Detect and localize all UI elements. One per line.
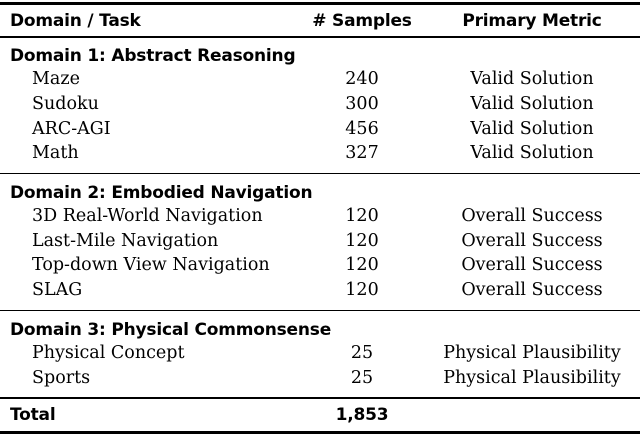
task-name: SLAG <box>32 280 83 301</box>
task-name: Sports <box>32 367 91 388</box>
task-name: Physical Concept <box>32 343 185 363</box>
table-header-row: Domain / Task # Samples Primary Metric <box>0 5 640 36</box>
task-name: Sudoku <box>32 94 99 115</box>
table-row: Top-down View Navigation 120 Overall Suc… <box>0 253 640 278</box>
table-row: SLAG 120 Overall Success <box>0 278 640 303</box>
sample-count: 456 <box>345 118 379 139</box>
header-rule <box>0 36 640 38</box>
table-row: ARC-AGI 456 Valid Solution <box>0 116 640 141</box>
task-name: Top-down View Navigation <box>32 255 270 276</box>
section-heading-domain-1: Domain 1: Abstract Reasoning <box>10 46 296 67</box>
primary-metric: Overall Success <box>461 255 603 276</box>
section-heading-domain-3: Domain 3: Physical Commonsense <box>10 319 332 340</box>
table-row: Last-Mile Navigation 120 Overall Success <box>0 229 640 254</box>
table-row: Math 327 Valid Solution <box>0 141 640 166</box>
top-rule <box>0 2 640 6</box>
primary-metric: Valid Solution <box>470 118 594 139</box>
section-domain-1: Domain 1: Abstract Reasoning Maze 240 Va… <box>0 38 640 173</box>
section-heading-domain-2: Domain 2: Embodied Navigation <box>10 182 313 203</box>
column-header-samples: # Samples <box>312 10 412 31</box>
column-header-domain-task: Domain / Task <box>10 10 141 31</box>
task-name: ARC-AGI <box>32 118 111 139</box>
primary-metric: Valid Solution <box>470 69 594 90</box>
column-header-primary-metric: Primary Metric <box>462 10 602 31</box>
primary-metric: Overall Success <box>461 280 603 301</box>
table-row: Sudoku 300 Valid Solution <box>0 92 640 117</box>
sample-count: 120 <box>345 230 379 251</box>
primary-metric: Valid Solution <box>470 94 594 115</box>
bottom-rule <box>0 430 640 434</box>
table-row: Maze 240 Valid Solution <box>0 67 640 92</box>
sample-count: 120 <box>345 280 379 301</box>
primary-metric: Overall Success <box>461 230 603 251</box>
sample-count: 240 <box>345 69 379 90</box>
section-domain-3: Domain 3: Physical Commonsense Physical … <box>0 311 640 397</box>
task-name: Math <box>32 143 79 164</box>
table-row: Sports 25 Physical Plausibility <box>0 365 640 390</box>
total-label: Total <box>10 404 56 425</box>
primary-metric: Physical Plausibility <box>443 367 621 388</box>
sample-count: 25 <box>350 367 374 388</box>
section-domain-2: Domain 2: Embodied Navigation 3D Real-Wo… <box>0 174 640 309</box>
task-name: 3D Real-World Navigation <box>32 206 263 227</box>
total-rule <box>0 397 640 399</box>
section-rule <box>0 173 640 175</box>
sample-count: 120 <box>345 206 379 227</box>
sample-count: 300 <box>345 94 379 115</box>
primary-metric: Physical Plausibility <box>443 343 621 363</box>
primary-metric: Overall Success <box>461 206 603 227</box>
sample-count: 327 <box>345 143 379 164</box>
task-name: Maze <box>32 69 80 90</box>
task-name: Last-Mile Navigation <box>32 230 219 251</box>
sample-count: 25 <box>350 343 374 363</box>
table-row: 3D Real-World Navigation 120 Overall Suc… <box>0 204 640 229</box>
total-value: 1,853 <box>335 404 389 425</box>
total-row: Total 1,853 <box>0 399 640 431</box>
table-row: Physical Concept 25 Physical Plausibilit… <box>0 341 640 366</box>
sample-count: 120 <box>345 255 379 276</box>
primary-metric: Valid Solution <box>470 143 594 164</box>
section-rule <box>0 309 640 312</box>
